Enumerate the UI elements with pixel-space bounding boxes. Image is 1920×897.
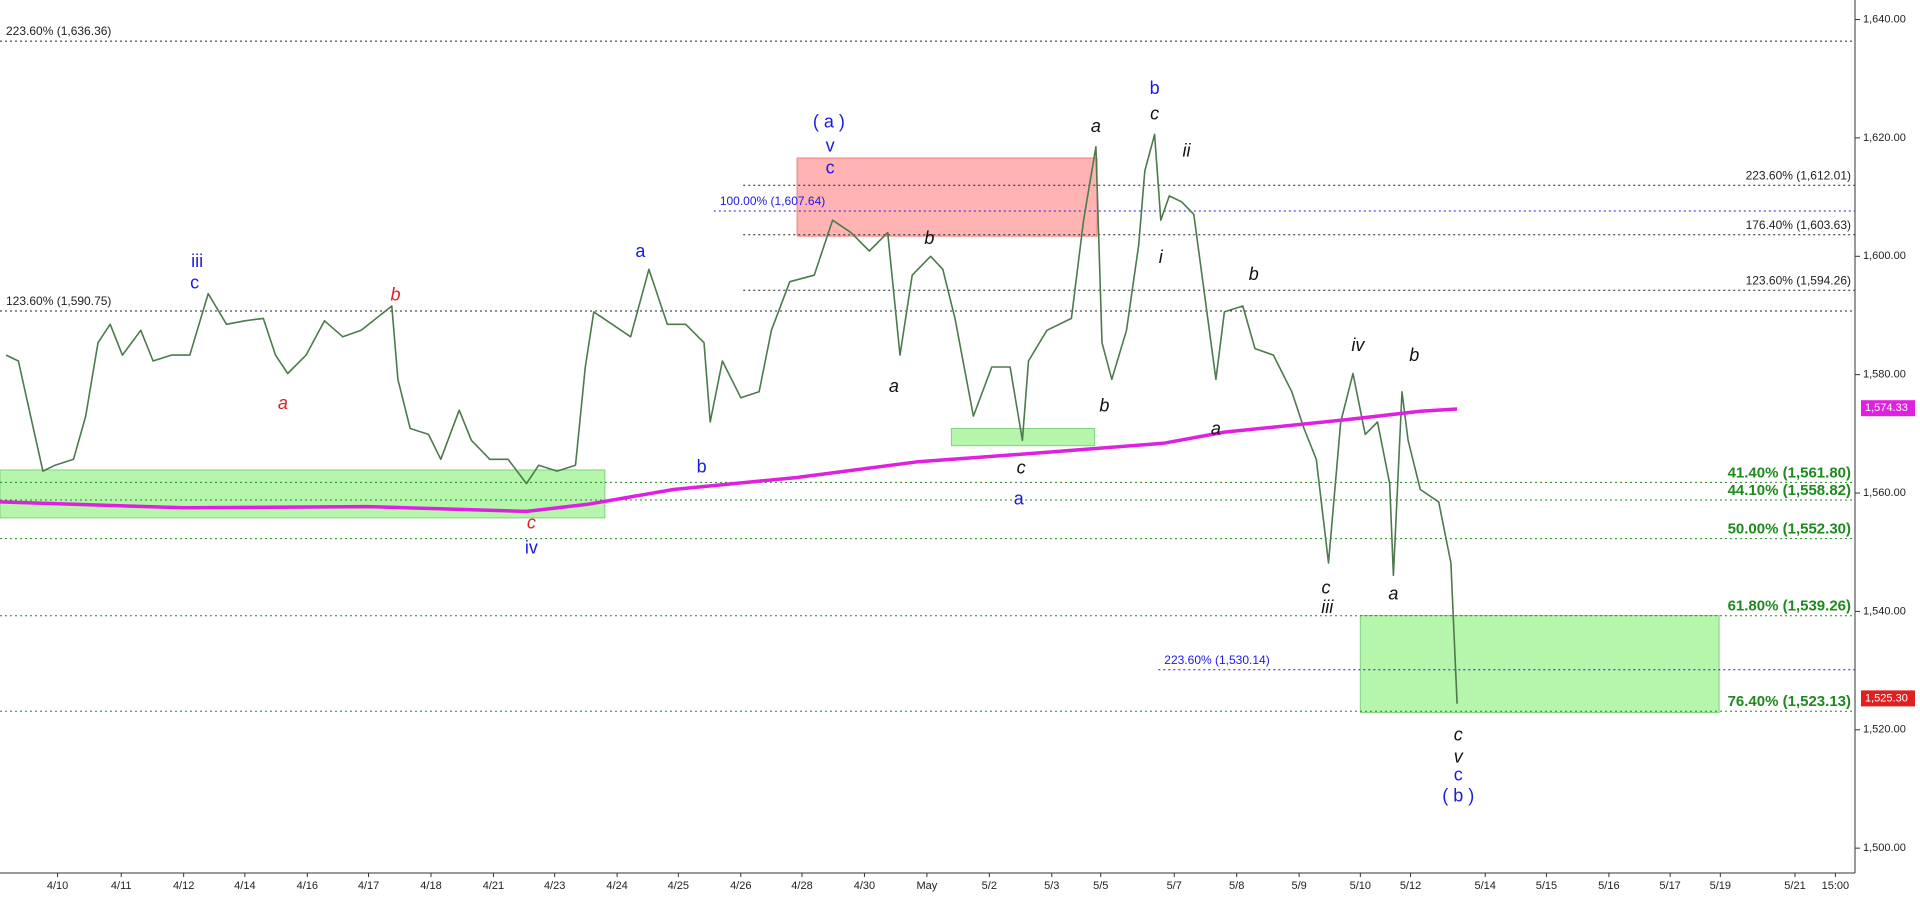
- wave-label: a: [278, 393, 288, 413]
- level-label: 41.40% (1,561.80): [1728, 464, 1851, 481]
- price-badge-label: 1,525.30: [1865, 692, 1908, 704]
- wave-label: v: [1454, 746, 1464, 766]
- level-label: 123.60% (1,594.26): [1746, 273, 1851, 287]
- wave-label: c: [190, 272, 199, 292]
- x-tick-label: 4/26: [730, 880, 751, 892]
- level-label: 50.00% (1,552.30): [1728, 521, 1851, 538]
- zone: [796, 157, 1098, 237]
- x-tick-label: 5/10: [1350, 880, 1371, 892]
- x-tick-label: 5/2: [982, 880, 997, 892]
- wave-label: b: [390, 285, 400, 305]
- wave-label: c: [826, 157, 835, 177]
- x-tick-label: 5/21: [1784, 880, 1805, 892]
- y-tick-label: 1,560.00: [1863, 487, 1906, 499]
- wave-label: iii: [191, 251, 203, 271]
- wave-label: c: [1017, 458, 1026, 478]
- level-label: 61.80% (1,539.26): [1728, 598, 1851, 615]
- y-tick-label: 1,600.00: [1863, 250, 1906, 262]
- level-label: 176.40% (1,603.63): [1746, 218, 1851, 232]
- x-tick-label: 4/21: [483, 880, 504, 892]
- x-tick-label: 4/12: [173, 880, 194, 892]
- wave-label: a: [635, 241, 646, 261]
- level-label: 100.00% (1,607.64): [720, 194, 825, 208]
- x-tick-label: 5/5: [1093, 880, 1108, 892]
- x-tick-label: May: [916, 880, 937, 892]
- x-tick-label: 5/17: [1659, 880, 1680, 892]
- y-tick-label: 1,640.00: [1863, 13, 1906, 25]
- moving-average: [0, 407, 1458, 514]
- x-tick-label: 4/14: [234, 880, 255, 892]
- y-tick-label: 1,540.00: [1863, 605, 1906, 617]
- x-tick-label: 5/8: [1229, 880, 1244, 892]
- zone: [1359, 615, 1720, 714]
- x-tick-label: 4/30: [854, 880, 875, 892]
- wave-label: b: [1409, 345, 1419, 365]
- wave-label: b: [1150, 78, 1160, 98]
- wave-label: b: [924, 228, 934, 248]
- wave-label: i: [1159, 247, 1164, 267]
- wave-label: c: [1322, 578, 1331, 598]
- x-tick-label: 5/12: [1400, 880, 1421, 892]
- wave-label: a: [889, 376, 899, 396]
- price-badge: [1861, 400, 1915, 417]
- level-label: 76.40% (1,523.13): [1728, 693, 1851, 710]
- level-label: 44.10% (1,558.82): [1728, 482, 1851, 499]
- x-tick-label: 5/16: [1598, 880, 1619, 892]
- wave-label: a: [1211, 418, 1221, 438]
- x-tick-label: 4/17: [358, 880, 379, 892]
- price-badge: [1861, 690, 1915, 707]
- x-tick-label: 4/10: [47, 880, 68, 892]
- wave-label: b: [697, 456, 707, 476]
- x-tick-label: 4/11: [111, 880, 132, 892]
- wave-label: a: [1388, 584, 1398, 604]
- level-label: 223.60% (1,636.36): [6, 24, 111, 38]
- wave-label: c: [1454, 765, 1463, 785]
- x-tick-label: 4/18: [420, 880, 441, 892]
- level-label: 123.60% (1,590.75): [6, 294, 111, 308]
- wave-label: iii: [1321, 597, 1334, 617]
- price-badge-label: 1,574.33: [1865, 402, 1908, 414]
- x-tick-label: 5/19: [1710, 880, 1731, 892]
- level-label: 223.60% (1,612.01): [1746, 168, 1851, 182]
- x-tick-label: 5/9: [1291, 880, 1306, 892]
- wave-label: b: [1249, 264, 1259, 284]
- y-tick-label: 1,580.00: [1863, 369, 1906, 381]
- price-line: [5, 133, 1458, 704]
- x-tick-label: 15:00: [1822, 880, 1850, 892]
- wave-label: iv: [1351, 335, 1365, 355]
- x-tick-label: 4/16: [297, 880, 318, 892]
- y-tick-label: 1,620.00: [1863, 132, 1906, 144]
- wave-label: c: [1150, 104, 1159, 124]
- x-tick-label: 4/23: [544, 880, 565, 892]
- x-tick-label: 5/14: [1475, 880, 1496, 892]
- y-tick-label: 1,500.00: [1863, 842, 1906, 854]
- wave-label: c: [1454, 724, 1463, 744]
- x-tick-label: 5/3: [1044, 880, 1059, 892]
- x-tick-label: 5/15: [1536, 880, 1557, 892]
- wave-label: b: [1099, 395, 1109, 415]
- wave-label: ii: [1182, 140, 1191, 160]
- wave-label: v: [826, 136, 835, 156]
- level-label: 223.60% (1,530.14): [1164, 653, 1269, 667]
- wave-label: iv: [525, 537, 538, 557]
- x-tick-label: 5/7: [1167, 880, 1182, 892]
- wave-label: ( b ): [1442, 785, 1474, 805]
- x-tick-label: 4/24: [606, 880, 627, 892]
- wave-label: a: [1014, 488, 1025, 508]
- wave-label: ( a ): [813, 111, 845, 131]
- x-tick-label: 4/28: [791, 880, 812, 892]
- wave-label: a: [1091, 116, 1101, 136]
- x-tick-label: 4/25: [668, 880, 689, 892]
- y-tick-label: 1,520.00: [1863, 724, 1906, 736]
- wave-label: c: [527, 513, 536, 533]
